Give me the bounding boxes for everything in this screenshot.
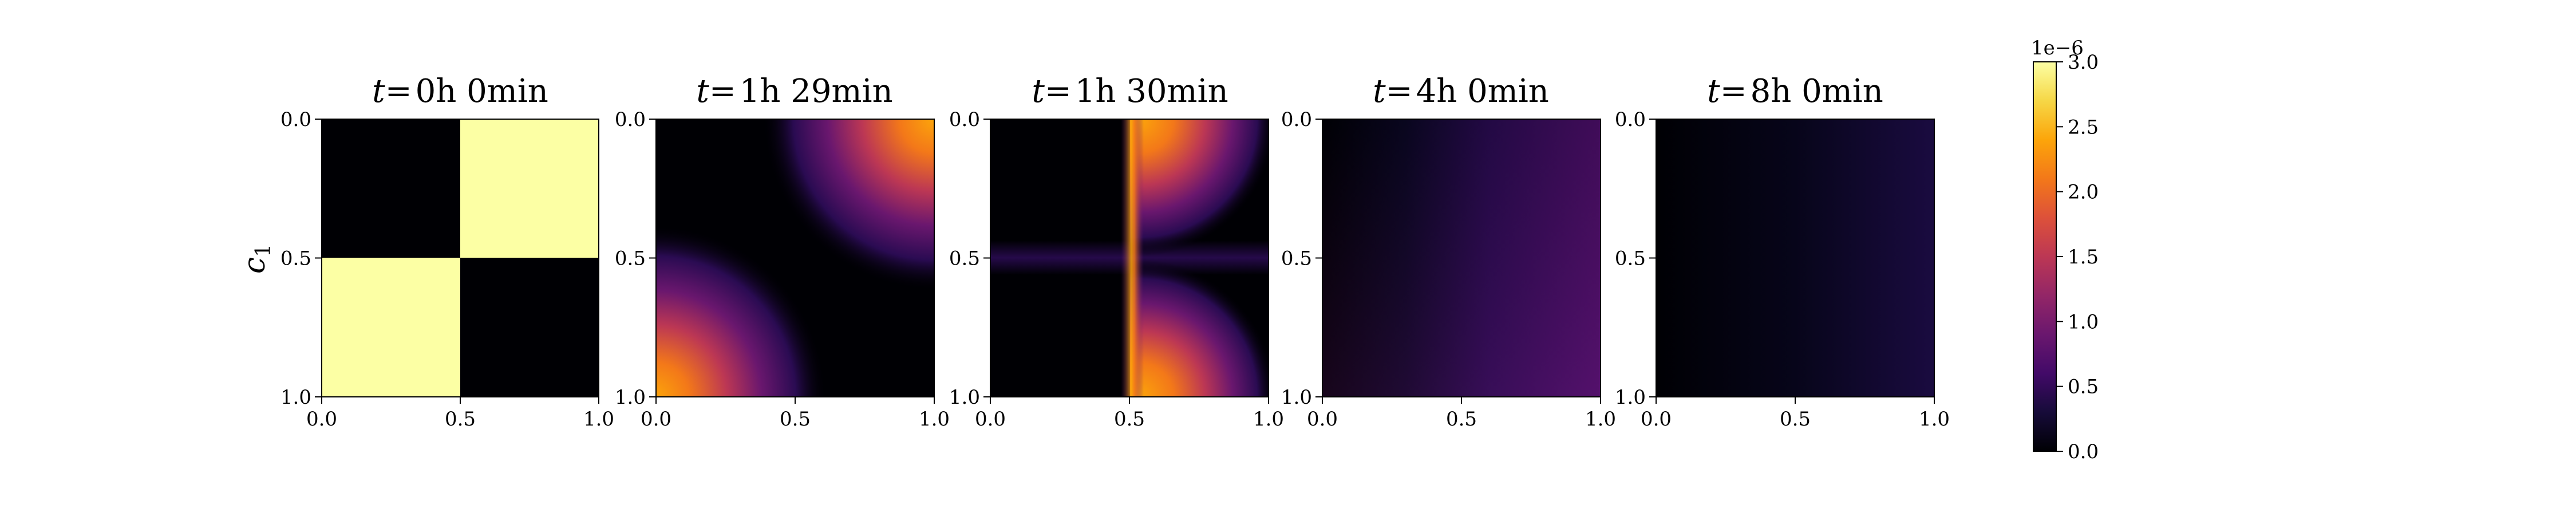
panel-1-heatmap [322, 119, 599, 397]
panel-2-xtick-label-0: 0.0 [641, 408, 671, 431]
panel-2-xtick-label-2: 1.0 [919, 408, 950, 431]
panel-1: t= 0h 0min [321, 73, 599, 397]
panel-1-xtick-label-2: 1.0 [583, 408, 614, 431]
colorbar-tick-label-4: 2.0 [2068, 181, 2099, 204]
colorbar-tick-label-5: 2.5 [2068, 116, 2099, 139]
panel-1-title: t= 0h 0min [372, 73, 548, 110]
panel-1-xtick-label-1: 0.5 [445, 408, 476, 431]
panel-5-ytick-label-0: 0.0 [1615, 108, 1646, 131]
colorbar-tick-label-1: 0.5 [2068, 376, 2099, 399]
panel-5-xtick-label-0: 0.0 [1641, 408, 1672, 431]
colorbar: 1e−6 0.0 0.5 1.0 1.5 2.0 2.5 3.0 [2031, 37, 2099, 463]
panel-2-ytick-label-1: 0.5 [615, 247, 646, 270]
panel-3-xtick-label-2: 1.0 [1253, 408, 1284, 431]
panel-4-ytick-label-1: 0.5 [1281, 247, 1312, 270]
panel-3-title-time: 1h 30min [1075, 73, 1228, 110]
panel-1-title-var: t [372, 73, 385, 110]
panel-1-cell-bottom-right [460, 258, 599, 397]
panel-5-title-eq: = [1720, 73, 1747, 110]
colorbar-exponent-label: 1e−6 [2031, 37, 2084, 60]
panel-2-title: t= 1h 29min [696, 73, 892, 110]
panel-1-cell-top-right [460, 119, 599, 258]
panel-2-ytick-label-2: 1.0 [615, 386, 646, 409]
panel-4-title-var: t [1373, 73, 1386, 110]
panel-5-ytick-label-1: 0.5 [1615, 247, 1646, 270]
panel-3-ytick-label-2: 1.0 [949, 386, 980, 409]
y-axis-label-subscript: 1 [252, 244, 275, 257]
colorbar-ticks: 0.0 0.5 1.0 1.5 2.0 2.5 3.0 [2056, 51, 2099, 463]
panel-3-heatmap [990, 119, 1269, 397]
panel-3-title: t= 1h 30min [1032, 73, 1228, 110]
panel-4-ytick-label-2: 1.0 [1281, 386, 1312, 409]
panel-4-title: t= 4h 0min [1373, 73, 1549, 110]
y-axis-label-text: c [238, 257, 272, 274]
panel-1-cell-top-left [322, 119, 460, 258]
panel-5-xtick-label-1: 0.5 [1780, 408, 1811, 431]
axes-ticks: 0.00.00.50.51.01.00.00.00.50.51.01.00.00… [280, 108, 1950, 431]
panel-5-title-time: 8h 0min [1751, 73, 1883, 110]
panel-5-title: t= 8h 0min [1707, 73, 1883, 110]
panel-2-title-var: t [696, 73, 709, 110]
panel-5-ytick-label-2: 1.0 [1615, 386, 1646, 409]
panel-3-ytick-label-0: 0.0 [949, 108, 980, 131]
panel-1-title-time: 0h 0min [416, 73, 548, 110]
panel-3: t= 1h 30min [990, 73, 1269, 397]
panel-1-title-eq: = [385, 73, 412, 110]
y-axis-label: c1 [238, 244, 275, 274]
panel-2-heatmap [656, 119, 934, 397]
panel-1-ytick-label-0: 0.0 [280, 108, 311, 131]
panel-3-title-var: t [1032, 73, 1045, 110]
panel-4-heatmap [1322, 119, 1601, 397]
panel-1-cell-bottom-left [322, 258, 460, 397]
panel-2-title-eq: = [709, 73, 736, 110]
panel-1-xtick-label-0: 0.0 [306, 408, 337, 431]
panel-5: t= 8h 0min [1656, 73, 1935, 397]
panel-4-title-time: 4h 0min [1416, 73, 1549, 110]
panel-4-title-eq: = [1386, 73, 1413, 110]
colorbar-gradient [2033, 61, 2057, 452]
colorbar-tick-label-3: 1.5 [2068, 246, 2099, 269]
panel-5-title-var: t [1707, 73, 1720, 110]
panel-3-ytick-label-1: 0.5 [949, 247, 980, 270]
panel-4-xtick-label-2: 1.0 [1585, 408, 1616, 431]
panel-3-title-eq: = [1045, 73, 1072, 110]
panel-2-title-time: 1h 29min [740, 73, 893, 110]
panel-4-xtick-label-1: 0.5 [1446, 408, 1477, 431]
colorbar-tick-label-6: 3.0 [2068, 51, 2099, 74]
panel-2: t= 1h 29min [655, 73, 935, 397]
panel-3-xtick-label-1: 0.5 [1114, 408, 1145, 431]
panel-2-ytick-label-0: 0.0 [615, 108, 646, 131]
panel-4-xtick-label-0: 0.0 [1307, 408, 1338, 431]
panel-3-xtick-label-0: 0.0 [975, 408, 1006, 431]
svg-text:c1: c1 [238, 244, 275, 274]
panel-5-xtick-label-2: 1.0 [1919, 408, 1950, 431]
panel-4: t= 4h 0min [1322, 73, 1601, 397]
panel-1-ytick-label-1: 0.5 [280, 247, 311, 270]
colorbar-tick-label-2: 1.0 [2068, 310, 2099, 333]
panel-2-xtick-label-1: 0.5 [780, 408, 811, 431]
panel-5-heatmap [1656, 119, 1934, 397]
panel-1-ytick-label-2: 1.0 [280, 386, 311, 409]
colorbar-tick-label-0: 0.0 [2068, 440, 2099, 463]
panel-4-ytick-label-0: 0.0 [1281, 108, 1312, 131]
